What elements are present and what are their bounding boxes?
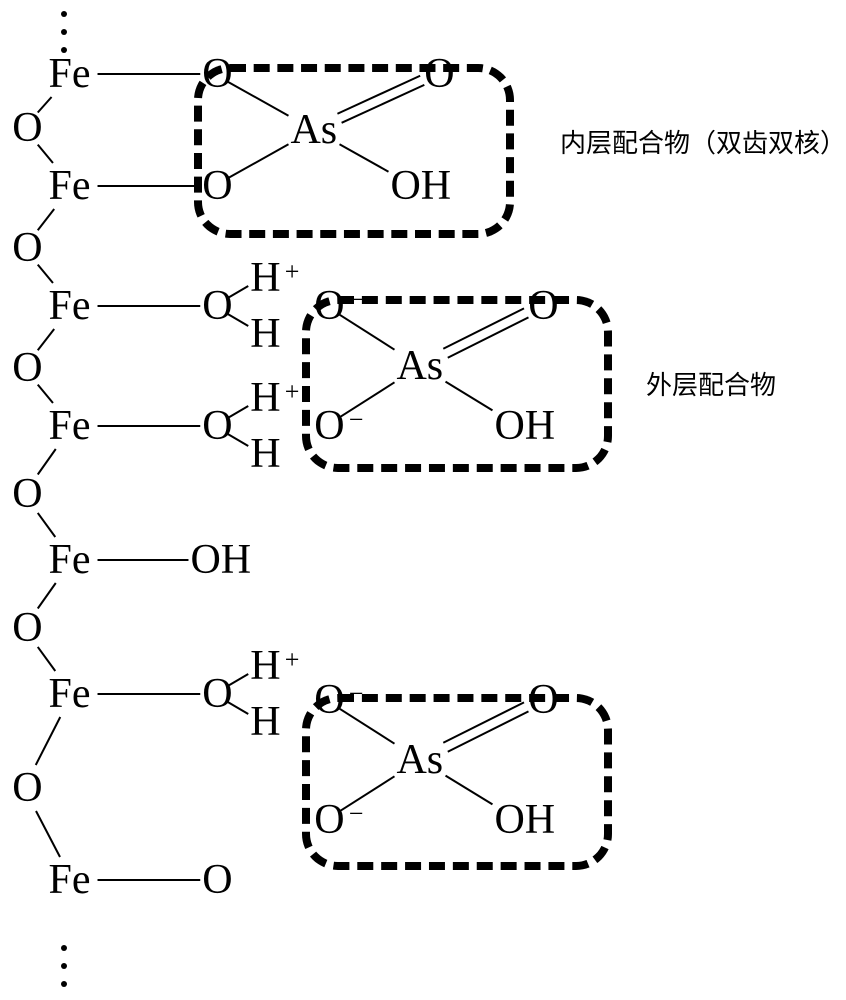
ellipsis-dot bbox=[61, 11, 67, 17]
atom-OH: OH bbox=[494, 799, 555, 841]
atom-OH: OH bbox=[390, 165, 451, 207]
atom-Fe: Fe bbox=[48, 859, 90, 901]
atom-O: O bbox=[202, 165, 232, 207]
atom-O: O bbox=[12, 607, 42, 649]
diagram-canvas: 内层配合物（双齿双核） 外层配合物 Fe Fe Fe Fe Fe Fe Fe O… bbox=[0, 0, 846, 1000]
atom-O: O bbox=[12, 227, 42, 269]
outer-sphere-box-2 bbox=[302, 694, 612, 870]
atom-OH: OH bbox=[190, 539, 251, 581]
atom-O: O bbox=[202, 673, 232, 715]
inner-sphere-label: 内层配合物（双齿双核） bbox=[560, 128, 846, 159]
atom-O: O bbox=[12, 473, 42, 515]
charge-minus: − bbox=[349, 801, 364, 827]
atom-H: H bbox=[250, 257, 280, 299]
atom-As: As bbox=[396, 345, 443, 387]
atom-O: O bbox=[202, 859, 232, 901]
atom-O: O bbox=[424, 53, 454, 95]
atom-O: O bbox=[12, 767, 42, 809]
outer-sphere-box-1 bbox=[302, 296, 612, 472]
ellipsis-dot bbox=[61, 981, 67, 987]
charge-plus: + bbox=[285, 259, 300, 285]
atom-H: H bbox=[250, 377, 280, 419]
ellipsis-dot bbox=[61, 945, 67, 951]
atom-Fe: Fe bbox=[48, 405, 90, 447]
atom-O: O bbox=[528, 679, 558, 721]
atom-O: O bbox=[528, 285, 558, 327]
charge-plus: + bbox=[285, 647, 300, 673]
charge-minus: − bbox=[349, 681, 364, 707]
inner-sphere-box bbox=[194, 64, 514, 238]
atom-OH: OH bbox=[494, 405, 555, 447]
atom-O: O bbox=[314, 405, 344, 447]
charge-minus: − bbox=[349, 407, 364, 433]
atom-Fe: Fe bbox=[48, 53, 90, 95]
atom-Fe: Fe bbox=[48, 673, 90, 715]
atom-O: O bbox=[202, 285, 232, 327]
atom-H: H bbox=[250, 433, 280, 475]
atom-O: O bbox=[12, 347, 42, 389]
atom-As: As bbox=[396, 739, 443, 781]
atom-O: O bbox=[12, 107, 42, 149]
atom-H: H bbox=[250, 701, 280, 743]
atom-O: O bbox=[314, 799, 344, 841]
atom-Fe: Fe bbox=[48, 165, 90, 207]
atom-H: H bbox=[250, 313, 280, 355]
atom-O: O bbox=[202, 405, 232, 447]
ellipsis-dot bbox=[61, 963, 67, 969]
ellipsis-dot bbox=[61, 29, 67, 35]
atom-H: H bbox=[250, 645, 280, 687]
atom-O: O bbox=[202, 53, 232, 95]
charge-plus: + bbox=[285, 379, 300, 405]
atom-Fe: Fe bbox=[48, 539, 90, 581]
atom-O: O bbox=[314, 285, 344, 327]
outer-sphere-label: 外层配合物 bbox=[646, 370, 776, 401]
atom-O: O bbox=[314, 679, 344, 721]
atom-Fe: Fe bbox=[48, 285, 90, 327]
atom-As: As bbox=[290, 109, 337, 151]
charge-minus: − bbox=[349, 287, 364, 313]
